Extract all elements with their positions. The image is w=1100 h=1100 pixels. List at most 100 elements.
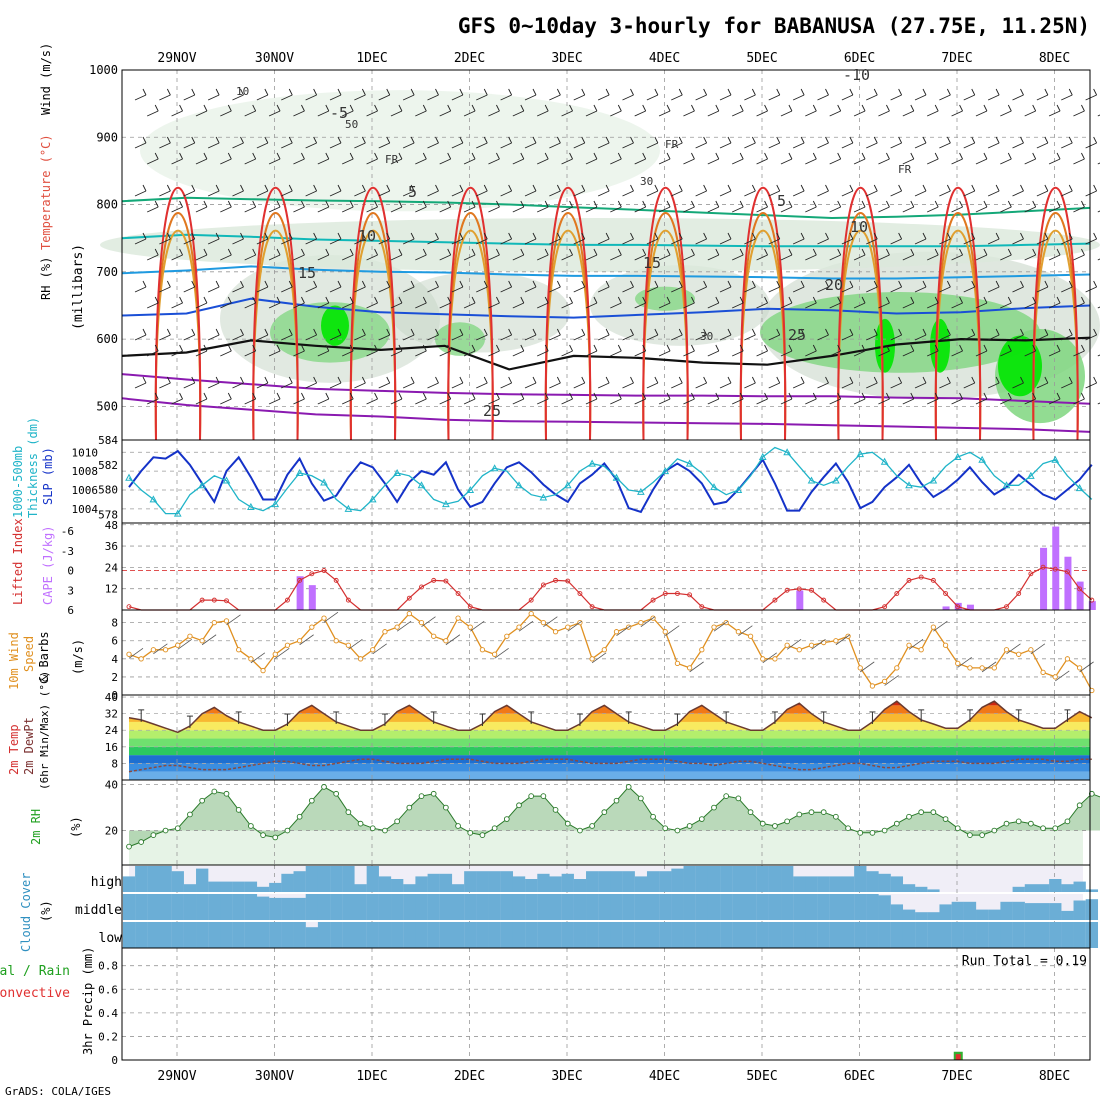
cloud-bar-middle	[915, 912, 928, 920]
wind-barb	[829, 254, 841, 261]
wind-barb-flag	[776, 88, 781, 96]
wind-barb	[226, 614, 241, 626]
wind-speed-marker	[260, 667, 266, 674]
cloud-bar-middle	[793, 894, 806, 920]
pressure-tick-label: 600	[96, 332, 118, 346]
wind-barb	[902, 398, 914, 405]
slp-marker	[515, 481, 523, 489]
cloud-bar-low	[695, 922, 709, 948]
wind-barb-flag	[995, 88, 1000, 96]
wind-barb	[981, 661, 997, 673]
wind-barb	[1036, 286, 1049, 293]
date-label-top: 7DEC	[941, 51, 972, 66]
wind-barb-flag	[825, 232, 829, 240]
wind-barb-flag	[361, 136, 366, 144]
cloud-bar-low	[963, 922, 977, 948]
wind-barb	[451, 334, 464, 341]
wind-barb	[878, 302, 890, 309]
wind-barb	[147, 350, 159, 357]
wind-barb	[780, 158, 793, 165]
wind-barb	[573, 286, 585, 293]
cloud-row-high: high	[91, 875, 122, 890]
wind-barb-flag	[374, 104, 378, 112]
wind-barb	[975, 254, 988, 261]
wind-barb	[695, 334, 707, 341]
wind-barb	[1073, 302, 1085, 309]
cloud-bar-high	[732, 866, 745, 892]
wind-barb-flag	[617, 296, 622, 304]
contour-label: 20	[825, 276, 843, 294]
cloud-bar-low	[659, 922, 672, 948]
rh-marker	[369, 825, 376, 832]
wind-barb-flag	[361, 184, 366, 192]
wind-barb	[195, 110, 208, 117]
wind-barb	[366, 254, 378, 261]
cloud-bar-high	[525, 879, 538, 892]
cape-tick-label: 12	[105, 583, 118, 596]
wind-barb	[817, 382, 829, 389]
wind-speed-marker	[309, 624, 315, 630]
wind-speed-marker	[431, 633, 437, 639]
wind-speed-marker	[589, 656, 595, 662]
wind-barb-flag	[191, 232, 196, 240]
wind-barb-flag	[1032, 392, 1037, 400]
wind-barb-flag	[788, 344, 793, 352]
cloud-bar-high	[1012, 886, 1025, 892]
wind-barb	[561, 302, 573, 309]
cloud-bar-low	[927, 922, 940, 948]
wind-barb	[402, 142, 415, 149]
wind-barb	[817, 334, 829, 341]
wind-barb-flag	[812, 344, 817, 352]
cloud-bar-middle	[525, 894, 538, 920]
wind-barb-flag	[776, 184, 781, 192]
wind-barb	[451, 190, 464, 197]
wind-barb	[1048, 254, 1061, 261]
wind-barb-flag	[691, 344, 695, 352]
wind-barb	[719, 334, 732, 341]
wind-barb-flag	[166, 280, 171, 288]
wind-barb	[744, 382, 756, 389]
wind-barb-flag	[240, 280, 244, 288]
contour-label: 25	[483, 402, 501, 420]
wind-speed-marker	[126, 651, 132, 657]
cloud-row-low: low	[99, 931, 123, 946]
wind-barb	[927, 302, 939, 309]
slp-marker	[1051, 455, 1060, 463]
pressure-tick-label: 700	[96, 265, 118, 279]
date-label-bottom: 8DEC	[1039, 1069, 1070, 1084]
wind-barb	[792, 94, 805, 101]
thickness-ylabel: 1000-500mb Thickness (dm) SLP (mb)	[11, 417, 55, 518]
li-marker	[589, 604, 595, 610]
rh-marker	[759, 820, 766, 827]
wind-barb	[1073, 398, 1085, 405]
wind-barb	[317, 110, 329, 117]
wind-barb-flag	[544, 248, 549, 256]
wind-tick-label: 2	[111, 671, 118, 684]
cloud-bar-low	[622, 922, 635, 948]
wind-barb-flag	[739, 200, 744, 208]
wind-barb	[439, 302, 451, 309]
wind-barb-flag	[1044, 280, 1049, 288]
wind-speed-marker	[955, 660, 961, 667]
slp-marker	[320, 478, 328, 486]
wind-barb-flag	[301, 152, 305, 160]
wind-barb-flag	[374, 344, 378, 352]
cape-bar	[1052, 526, 1060, 610]
li-marker	[540, 582, 546, 588]
wind-speed-marker	[686, 665, 693, 671]
cloud-bar-low	[1024, 922, 1038, 948]
wind-barb-flag	[410, 232, 415, 240]
cloud-bar-low	[1036, 922, 1050, 948]
wind-barb	[671, 286, 683, 293]
wind-barb-flag	[398, 104, 403, 112]
wind-barb	[317, 206, 329, 213]
wind-speed-marker	[784, 642, 790, 648]
wind-barb	[378, 94, 390, 101]
wind-barb-flag	[654, 136, 659, 144]
wind-barb	[342, 206, 354, 213]
wind-barb-flag	[435, 376, 439, 384]
wind-barb-flag	[593, 392, 598, 400]
wind-barb	[1024, 110, 1036, 117]
wind-barb-flag	[727, 280, 732, 288]
wind-barb-flag	[617, 344, 622, 352]
